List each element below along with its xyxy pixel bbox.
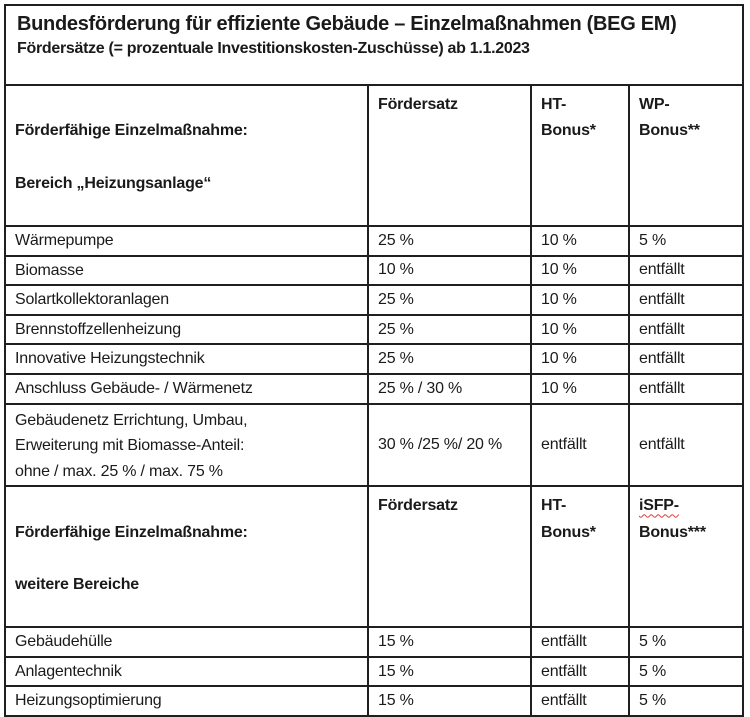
section2-ht-bonus-header: HT- Bonus* [530,485,630,629]
header-line: Bonus** [639,122,700,140]
wp-bonus-cell: entfällt [628,343,742,375]
header-line: Förderfähige Einzelmaßnahme: [15,523,248,541]
table-row: Biomasse 10 % 10 % entfällt [6,254,742,287]
table-row: Gebäudehülle 15 % entfällt 5 % [6,626,742,658]
rate-cell: 10 % [367,254,532,287]
header-line: WP- [639,96,670,113]
table-row: Anlagentechnik 15 % entfällt 5 % [6,655,742,688]
section1-rate-header: Fördersatz [367,86,532,227]
table-row: Gebäudenetz Errichtung, Umbau, Erweiteru… [6,402,742,488]
funding-table: Förderfähige Einzelmaßnahme: Bereich „He… [6,86,742,716]
header-line: HT- [541,497,567,515]
rate-cell: 15 % [367,626,532,658]
rate-cell: 25 % [367,224,532,257]
section1-wp-bonus-header: WP- Bonus** [628,86,742,227]
wp-bonus-cell: entfällt [628,372,742,405]
table-row: Wärmepumpe 25 % 10 % 5 % [6,224,742,257]
ht-bonus-cell: 10 % [530,313,630,346]
header-line: Bonus* [541,523,596,541]
rate-cell: 15 % [367,685,532,716]
table-row: Innovative Heizungstechnik 25 % 10 % ent… [6,343,742,375]
measure-cell: Gebäudenetz Errichtung, Umbau, Erweiteru… [6,402,369,488]
section2-rate-header: Fördersatz [367,485,532,629]
rate-cell: 15 % [367,655,532,688]
measure-cell: Innovative Heizungstechnik [6,343,369,375]
section2-measure-header: Förderfähige Einzelmaßnahme: weitere Ber… [6,485,369,629]
isfp-bonus-cell: 5 % [628,685,742,716]
measure-cell: Gebäudehülle [6,626,369,658]
ht-bonus-cell: entfällt [530,655,630,688]
rate-cell: 25 % [367,343,532,375]
table-row: Brennstoffzellenheizung 25 % 10 % entfäl… [6,313,742,346]
isfp-bonus-cell: 5 % [628,626,742,658]
header-line: Bereich „Heizungsanlage“ [15,175,212,193]
measure-cell: Brennstoffzellenheizung [6,313,369,346]
page-subtitle: Fördersätze (= prozentuale Investitionsk… [17,40,530,57]
wp-bonus-cell: entfällt [628,313,742,346]
header-line: iSFP- [639,493,738,519]
measure-cell: Anschluss Gebäude- / Wärmenetz [6,372,369,405]
measure-cell: Anlagentechnik [6,655,369,688]
header-line: Förderfähige Einzelmaßnahme: [15,122,248,140]
wp-bonus-cell: 5 % [628,224,742,257]
header-line: Bonus*** [639,523,706,541]
table-row: Solartkollektoranlagen 25 % 10 % entfäll… [6,284,742,316]
wp-bonus-cell: entfällt [628,254,742,287]
rate-cell: 25 % [367,313,532,346]
ht-bonus-cell: entfällt [530,685,630,716]
header-line: weitere Bereiche [15,576,139,594]
table-row: Heizungsoptimierung 15 % entfällt 5 % [6,685,742,716]
isfp-label-spellcheck-underline: iSFP- [639,497,679,515]
section2-header-row: Förderfähige Einzelmaßnahme: weitere Ber… [6,485,742,629]
section1-measure-header: Förderfähige Einzelmaßnahme: Bereich „He… [6,86,369,227]
section1-ht-bonus-header: HT- Bonus* [530,86,630,227]
measure-cell: Solartkollektoranlagen [6,284,369,316]
measure-cell: Wärmepumpe [6,224,369,257]
section2-isfp-bonus-header: iSFP- Bonus*** [628,485,742,629]
title-block: Bundesförderung für effiziente Gebäude –… [6,6,742,86]
rate-cell: 25 % [367,284,532,316]
measure-cell: Biomasse [6,254,369,287]
ht-bonus-cell: 10 % [530,372,630,405]
ht-bonus-cell: 10 % [530,224,630,257]
header-line: Bonus* [541,122,596,140]
rate-cell: 30 % /25 %/ 20 % [367,402,532,488]
ht-bonus-cell: 10 % [530,343,630,375]
ht-bonus-cell: 10 % [530,284,630,316]
ht-bonus-cell: 10 % [530,254,630,287]
ht-bonus-cell: entfällt [530,402,630,488]
page-title: Bundesförderung für effiziente Gebäude –… [17,13,677,35]
rate-cell: 25 % / 30 % [367,372,532,405]
section1-header-row: Förderfähige Einzelmaßnahme: Bereich „He… [6,86,742,227]
measure-cell: Heizungsoptimierung [6,685,369,716]
ht-bonus-cell: entfällt [530,626,630,658]
wp-bonus-cell: entfällt [628,284,742,316]
table-row: Anschluss Gebäude- / Wärmenetz 25 % / 30… [6,372,742,405]
beg-funding-sheet: Bundesförderung für effiziente Gebäude –… [4,4,744,717]
wp-bonus-cell: entfällt [628,402,742,488]
isfp-bonus-cell: 5 % [628,655,742,688]
header-line: HT- [541,96,567,113]
